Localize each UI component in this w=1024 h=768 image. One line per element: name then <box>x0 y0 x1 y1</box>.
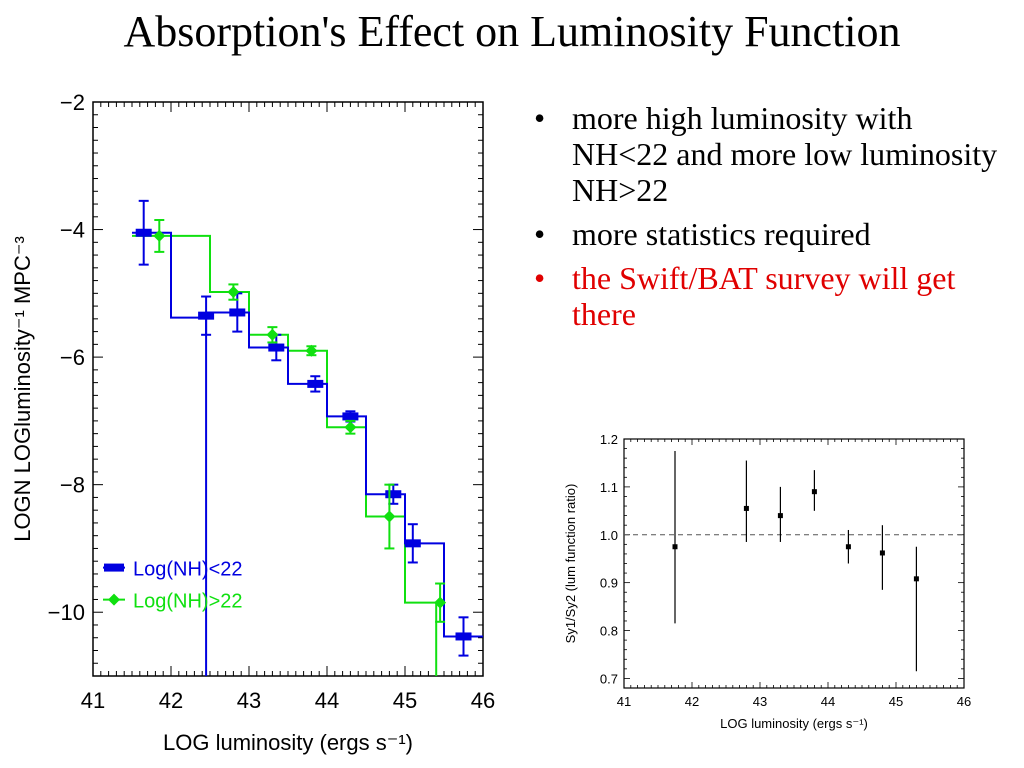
inset-y-axis-label: Sy1/Sy2 (lum function ratio) <box>563 484 578 644</box>
legend-marker <box>104 563 124 572</box>
inset-x-tick-label: 42 <box>685 694 699 709</box>
data-point <box>198 311 215 320</box>
inset-y-tick-label: 0.8 <box>600 624 618 639</box>
data-point <box>404 539 421 548</box>
inset-x-axis-label: LOG luminosity (ergs s⁻¹) <box>720 716 868 731</box>
x-tick-label: 46 <box>471 688 495 713</box>
ratio-chart: 41 42 43 44 45 46 0.7 0.8 0.9 1.0 1.1 1.2 LOG lumino… <box>563 432 971 731</box>
x-tick-label: 42 <box>159 688 183 713</box>
bullet-text: more statistics required <box>572 216 871 252</box>
y-tick-label: −2 <box>60 90 85 115</box>
bullet-text: the Swift/BAT survey will get there <box>572 260 956 332</box>
inset-data-point <box>913 576 919 582</box>
x-tick-label: 45 <box>393 688 417 713</box>
inset-data-point <box>672 544 678 550</box>
bullet-dot: • <box>534 100 546 136</box>
y-tick-label: −4 <box>60 218 85 243</box>
slide-title: Absorption's Effect on Luminosity Functi… <box>123 7 901 56</box>
inset-x-tick-label: 46 <box>957 694 971 709</box>
data-point <box>434 596 447 609</box>
inset-data-point <box>743 505 749 511</box>
inset-data-point <box>777 513 783 519</box>
legend-marker <box>108 593 120 606</box>
data-point <box>227 286 240 299</box>
bullet-item: • the Swift/BAT survey will get there <box>530 260 1010 332</box>
data-point <box>135 228 152 237</box>
bullet-list: • more high luminosity with NH<22 and mor… <box>530 100 1010 340</box>
legend-label: Log(NH)<22 <box>133 559 243 581</box>
y-axis-label: LOGN LOGluminosity⁻¹ MPC⁻³ <box>10 236 35 542</box>
bullet-dot: • <box>534 216 546 252</box>
data-point <box>342 412 359 421</box>
inset-y-tick-label: 0.9 <box>600 576 618 591</box>
inset-x-tick-label: 41 <box>617 694 631 709</box>
data-point <box>383 510 396 523</box>
luminosity-function-chart: 41 42 43 44 45 46 −2 −4 −6 −8 −10 LOG luminosity (e… <box>10 90 495 755</box>
y-tick-label: −10 <box>48 600 85 625</box>
data-point <box>344 421 357 434</box>
x-tick-label: 44 <box>315 688 339 713</box>
data-point <box>305 344 318 357</box>
inset-data-point <box>811 489 817 495</box>
inset-data-point <box>845 544 851 550</box>
inset-y-tick-label: 1.2 <box>600 432 618 447</box>
x-tick-label: 43 <box>237 688 261 713</box>
data-point <box>229 308 246 317</box>
inset-x-tick-label: 43 <box>753 694 767 709</box>
data-point <box>268 343 285 352</box>
inset-y-tick-label: 1.0 <box>600 528 618 543</box>
data-point <box>455 632 472 641</box>
plot-area <box>132 199 483 676</box>
data-point <box>153 229 166 242</box>
y-tick-label: −8 <box>60 473 85 498</box>
x-axis-label: LOG luminosity (ergs s⁻¹) <box>163 730 413 755</box>
data-point <box>307 379 324 388</box>
inset-data-point <box>879 550 885 556</box>
x-tick-label: 41 <box>81 688 105 713</box>
bullet-text: more high luminosity with NH<22 and more… <box>572 100 998 208</box>
inset-y-tick-label: 1.1 <box>600 480 618 495</box>
data-point <box>385 490 402 499</box>
bullet-item: • more high luminosity with NH<22 and mor… <box>530 100 1010 208</box>
inset-y-tick-label: 0.7 <box>600 671 618 686</box>
inset-x-tick-label: 44 <box>821 694 835 709</box>
data-point <box>266 328 279 341</box>
bullet-item: • more statistics required <box>530 216 1010 252</box>
bullet-dot: • <box>534 260 546 296</box>
legend-label: Log(NH)>22 <box>133 591 243 613</box>
inset-x-tick-label: 45 <box>889 694 903 709</box>
y-tick-label: −6 <box>60 345 85 370</box>
